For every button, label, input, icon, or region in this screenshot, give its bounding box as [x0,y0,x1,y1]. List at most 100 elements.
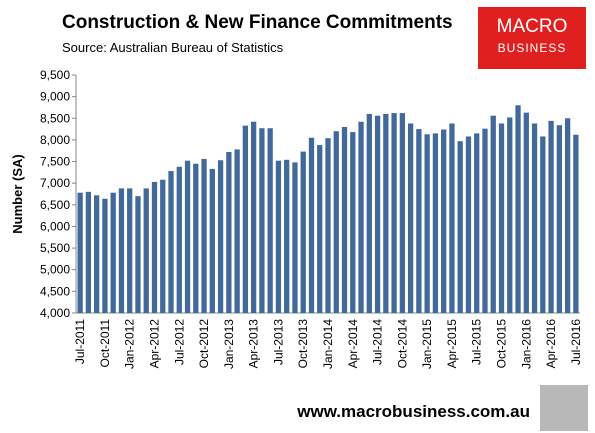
x-tick-label: Jan-2016 [519,319,533,369]
bar [292,162,298,313]
bar [151,181,158,313]
x-tick-label: Apr-2012 [147,319,161,369]
bar [573,134,579,313]
x-tick-label: Jul-2014 [371,319,385,365]
y-tick-label: 5,000 [40,263,70,277]
x-tick-label: Apr-2015 [445,319,459,369]
bar [267,128,273,313]
bar [498,123,505,313]
bar [127,188,133,313]
bar [490,115,496,313]
bar [317,145,323,313]
bar [333,131,339,313]
bar [85,191,92,313]
bar [201,158,207,313]
bar [242,125,249,313]
y-tick-label: 9,500 [40,68,70,82]
bar [184,160,191,313]
bar [564,118,571,313]
bar [250,121,257,313]
bar [531,123,538,313]
y-tick-label: 4,000 [40,306,70,320]
y-tick-label: 8,500 [40,111,70,125]
bar [548,120,554,314]
bar [523,112,529,313]
bar [300,151,306,313]
x-tick-label: Oct-2015 [495,319,509,369]
bar [465,136,472,313]
bar [325,138,331,313]
bar [118,188,125,313]
y-tick-label: 9,000 [40,90,70,104]
x-tick-label: Jul-2011 [73,319,87,364]
bar [358,121,364,313]
x-tick-label: Apr-2016 [544,319,558,369]
bar [407,123,414,313]
bar [193,163,199,313]
y-tick-label: 4,500 [40,284,70,298]
x-tick-label: Jan-2012 [123,319,137,369]
bar [507,117,513,313]
bar [432,133,439,313]
x-tick-label: Jan-2015 [420,319,434,369]
y-tick-label: 7,000 [40,176,70,190]
bar [94,195,100,313]
logo-line2: BUSINESS [498,41,567,55]
y-tick-label: 5,500 [40,241,70,255]
bar [374,115,381,313]
bar [441,129,447,313]
bar [168,171,174,313]
logo-box [478,7,586,69]
x-tick-label: Jul-2016 [569,319,583,365]
bar [217,160,224,313]
bar [391,113,397,313]
x-tick-label: Jul-2015 [470,319,484,365]
chart-subtitle: Source: Australian Bureau of Statistics [62,40,284,55]
bar [110,192,116,313]
x-tick-label: Apr-2014 [346,319,360,369]
bar [160,179,166,313]
bar [366,113,372,313]
y-axis-label: Number (SA) [10,154,25,233]
bar [234,149,240,313]
bar [308,137,315,313]
footer: www.macrobusiness.com.au [296,402,530,421]
bar [515,105,521,313]
x-tick-label: Oct-2014 [395,319,409,369]
bar [176,166,182,313]
bar [449,123,455,313]
bar [209,168,215,313]
x-tick-label: Jan-2014 [321,319,335,369]
bar [341,126,348,313]
bar [556,125,562,313]
bar [275,160,282,313]
x-tick-label: Apr-2013 [247,319,261,369]
bar [457,141,463,313]
bar [350,132,356,313]
y-tick-label: 8,000 [40,133,70,147]
y-tick-label: 6,500 [40,198,70,212]
y-tick-label: 6,000 [40,219,70,233]
bar [482,128,488,313]
bar [424,134,430,313]
logo-line1: MACRO [497,16,568,37]
x-tick-label: Jul-2013 [271,319,285,365]
bar [259,128,265,313]
bar [102,198,108,313]
bar [143,188,149,313]
bar [135,196,141,313]
bar [416,129,422,313]
x-tick-label: Oct-2012 [197,319,211,369]
x-tick-label: Oct-2013 [296,319,310,369]
bar [383,113,389,313]
bar [399,113,406,313]
wolf-image [540,385,588,431]
y-tick-label: 7,500 [40,155,70,169]
x-tick-label: Jul-2012 [172,319,186,365]
chart-title: Construction & New Finance Commitments [62,12,453,33]
bar [77,192,83,313]
bar [284,159,290,313]
x-tick-label: Oct-2011 [98,319,112,368]
bar [226,152,232,313]
